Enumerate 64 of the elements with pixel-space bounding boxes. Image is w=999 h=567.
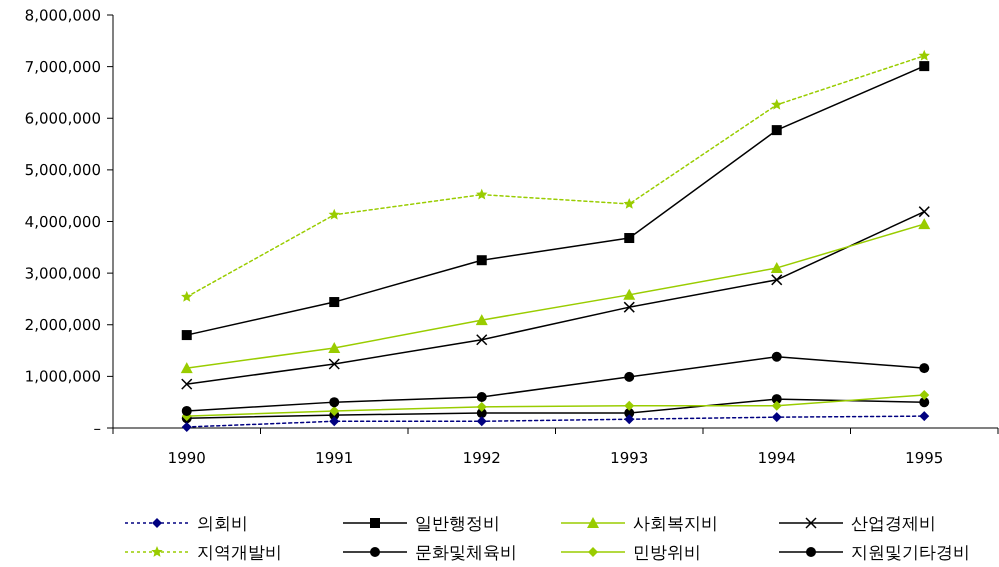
point <box>182 422 192 432</box>
legend-label: 사회복지비 <box>633 514 718 534</box>
point <box>182 330 192 340</box>
point <box>476 416 487 426</box>
y-tick-label: 1,000,000 <box>24 368 101 386</box>
point <box>328 342 340 353</box>
point <box>772 412 782 422</box>
legend-label: 지역개발비 <box>197 542 282 563</box>
legend-label: 의회비 <box>197 514 248 534</box>
legend-label: 일반행정비 <box>415 514 500 534</box>
point <box>624 372 634 382</box>
x-tick-label: 1991 <box>315 449 354 467</box>
legend-label: 산업경제비 <box>851 514 936 534</box>
legend-label: 민방위비 <box>633 542 701 563</box>
point <box>329 406 340 416</box>
legend-label: 지원및기타경비 <box>851 542 970 563</box>
x-tick-label: 1992 <box>462 449 501 467</box>
point <box>624 414 634 424</box>
point <box>329 397 340 408</box>
point <box>476 314 488 326</box>
y-tick-label: 7,000,000 <box>24 58 101 76</box>
point <box>918 206 930 218</box>
point <box>770 262 783 273</box>
point <box>918 218 930 230</box>
point <box>182 406 192 416</box>
y-tick-label: 2,000,000 <box>24 316 101 334</box>
x-tick-label: 1994 <box>758 449 796 467</box>
point <box>919 363 930 374</box>
point <box>771 274 782 286</box>
point <box>476 402 487 412</box>
point <box>476 188 488 200</box>
y-tick-label: 8,000,000 <box>24 6 101 24</box>
point <box>476 334 488 346</box>
point <box>328 358 340 370</box>
point <box>919 61 930 72</box>
point <box>918 50 930 61</box>
point <box>772 400 782 411</box>
point <box>624 198 635 209</box>
point <box>328 208 340 220</box>
y-tick-label: – <box>94 419 101 438</box>
legend-label: 문화및체육비 <box>415 542 517 563</box>
y-tick-label: 5,000,000 <box>24 161 101 180</box>
point <box>476 392 487 402</box>
point <box>771 98 782 110</box>
y-tick-label: 3,000,000 <box>24 264 101 282</box>
point <box>772 352 782 362</box>
y-tick-label: 4,000,000 <box>24 212 101 231</box>
point <box>919 411 930 422</box>
x-tick-label: 1993 <box>610 449 648 467</box>
point <box>624 400 634 411</box>
point <box>772 125 782 136</box>
point <box>476 255 487 266</box>
point <box>624 233 634 244</box>
point <box>919 390 930 400</box>
x-tick-label: 1990 <box>168 449 206 467</box>
point <box>623 288 636 300</box>
point <box>329 297 340 308</box>
point <box>181 290 192 302</box>
point <box>624 301 635 313</box>
point <box>329 416 340 426</box>
y-tick-label: 6,000,000 <box>24 110 101 128</box>
point <box>180 362 193 374</box>
point <box>181 378 192 390</box>
x-tick-label: 1995 <box>905 449 944 467</box>
